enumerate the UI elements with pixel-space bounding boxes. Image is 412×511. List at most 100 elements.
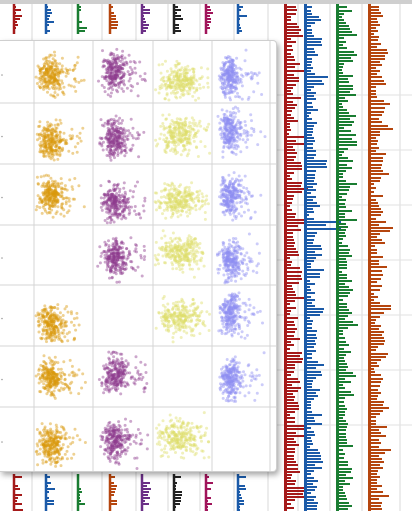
scatter-point xyxy=(104,71,108,75)
histogram-bar xyxy=(339,164,347,166)
scatter-point xyxy=(55,78,59,82)
small-hist-bar xyxy=(206,24,209,26)
scatter-point xyxy=(108,269,112,273)
histogram-bar xyxy=(287,399,294,401)
scatter-point xyxy=(42,126,46,130)
scatter-point xyxy=(41,80,45,84)
scatter-point xyxy=(56,79,60,83)
scatter-point xyxy=(48,196,51,200)
scatter-point xyxy=(36,64,40,68)
scatter-point xyxy=(182,254,186,258)
scatter-point xyxy=(109,424,113,428)
scatter-point xyxy=(52,79,56,83)
scatter-point xyxy=(116,452,120,456)
scatter-point xyxy=(41,150,45,154)
histogram-bar xyxy=(371,410,383,412)
scatter-point xyxy=(38,69,42,73)
scatter-point xyxy=(42,149,46,153)
scatter-point xyxy=(139,216,143,220)
scatter-point xyxy=(39,132,43,136)
scatter-point xyxy=(46,188,49,192)
scatter-point xyxy=(38,86,42,90)
histogram-bar xyxy=(287,458,294,460)
scatter-point xyxy=(46,183,50,187)
scatter-point xyxy=(58,150,62,154)
scatter-point xyxy=(128,73,132,77)
scatter-point xyxy=(52,94,56,98)
scatter-point xyxy=(47,449,51,452)
scatter-point xyxy=(73,177,77,180)
scatter-point xyxy=(168,84,172,88)
scatter-point xyxy=(53,329,57,332)
histogram-bar xyxy=(307,51,315,53)
scatter-point xyxy=(51,191,55,195)
scatter-point xyxy=(46,84,50,88)
scatter-point xyxy=(183,186,187,190)
histogram-bar xyxy=(287,225,298,227)
scatter-point xyxy=(67,197,71,201)
scatter-point xyxy=(144,371,148,374)
scatter-point xyxy=(45,150,49,154)
scatter-point xyxy=(50,149,54,153)
scatter-point xyxy=(38,376,42,380)
small-hist-bar xyxy=(14,485,18,487)
scatter-point xyxy=(51,330,55,334)
scatter-point xyxy=(127,79,131,83)
scatter-point xyxy=(48,197,52,201)
scatter-point xyxy=(38,72,42,76)
histogram-bar xyxy=(339,72,343,74)
histogram-bar xyxy=(287,213,296,215)
scatter-point xyxy=(78,131,82,135)
scatter-point xyxy=(42,138,46,142)
scatter-point xyxy=(177,143,180,146)
scatter-point xyxy=(111,260,115,264)
histogram-bar xyxy=(371,395,378,397)
histogram-bar xyxy=(371,328,379,330)
histogram-bar xyxy=(287,45,292,47)
scatter-point xyxy=(125,247,129,251)
scatter-point xyxy=(49,75,53,79)
scatter-point xyxy=(202,264,206,268)
histogram-bar xyxy=(371,80,384,82)
scatter-point xyxy=(60,191,64,195)
scatter-point xyxy=(56,193,60,197)
histogram-bar xyxy=(371,473,377,475)
scatter-point xyxy=(60,190,64,194)
scatter-point xyxy=(49,147,53,151)
scatter-point xyxy=(51,67,55,71)
scatter-point xyxy=(119,121,123,125)
small-hist-bar xyxy=(110,30,111,32)
scatter-point xyxy=(108,156,112,159)
scatter-point xyxy=(106,257,110,261)
scatter-point xyxy=(48,150,52,154)
scatter-point xyxy=(66,310,70,314)
histogram-bar xyxy=(287,168,302,170)
histogram-bar xyxy=(307,350,316,352)
histogram-bar xyxy=(371,249,377,251)
scatter-point xyxy=(40,368,44,372)
scatter-point xyxy=(46,126,50,130)
scatter-point xyxy=(192,70,196,74)
scatter-point xyxy=(165,93,169,97)
scatter-point xyxy=(121,204,125,208)
scatter-point xyxy=(196,155,200,158)
scatter-point xyxy=(50,202,54,206)
histogram-bar xyxy=(307,35,314,37)
histogram-bar xyxy=(307,174,315,176)
histogram-bar xyxy=(339,445,353,447)
scatter-point xyxy=(58,69,62,73)
histogram-bar xyxy=(287,239,294,241)
small-hist-bar xyxy=(206,21,211,23)
scatter-point xyxy=(123,197,126,201)
scatter-point xyxy=(186,199,190,202)
scatter-point xyxy=(163,150,167,154)
histogram-bar xyxy=(339,453,345,455)
histogram-bar xyxy=(287,16,291,18)
histogram-bar xyxy=(287,53,291,55)
small-hist-bar xyxy=(46,476,50,478)
small-hist-bar xyxy=(110,509,111,511)
scatter-point xyxy=(74,328,78,332)
scatter-point xyxy=(136,82,139,86)
small-hist-bar xyxy=(14,500,17,502)
scatter-point xyxy=(44,76,47,80)
